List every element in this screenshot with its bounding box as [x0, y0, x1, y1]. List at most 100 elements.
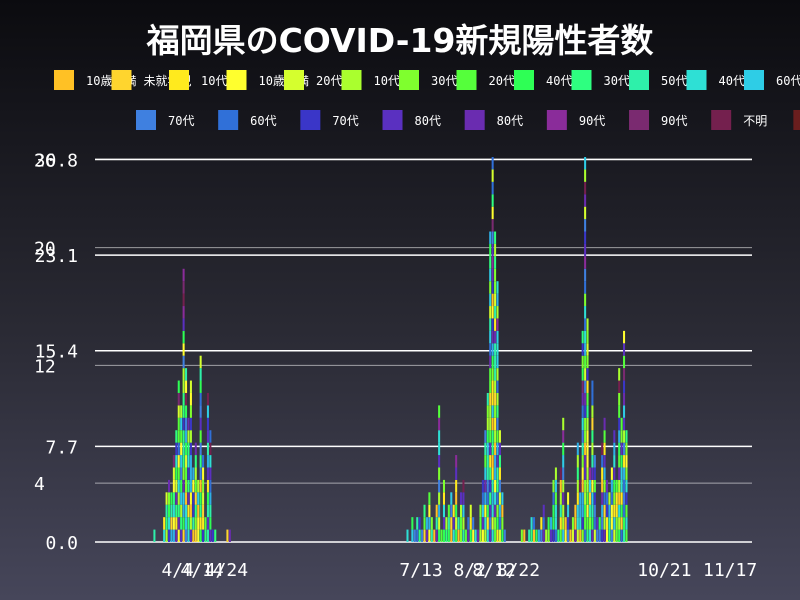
- bar-segment: [182, 405, 185, 418]
- bar-day: [418, 517, 421, 542]
- bar-segment: [189, 455, 192, 468]
- legend-swatch: [456, 70, 477, 90]
- bar-day: [194, 442, 197, 542]
- bar-segment: [428, 492, 431, 505]
- bar-segment: [484, 504, 487, 518]
- bar-segment: [494, 380, 497, 393]
- bar-segment: [189, 442, 192, 456]
- legend-swatch: [54, 70, 74, 90]
- bar-segment: [494, 293, 497, 307]
- bar-segment: [494, 504, 497, 518]
- bar-segment: [479, 529, 482, 542]
- bar-segment: [615, 517, 618, 530]
- legend-label: 20代: [316, 74, 342, 88]
- bar-segment: [598, 517, 601, 530]
- bar-day: [163, 517, 166, 542]
- legend-swatch: [136, 110, 156, 130]
- bar-segment: [206, 392, 209, 406]
- bar-day: [498, 430, 501, 542]
- bar-segment: [494, 467, 497, 480]
- bar-segment: [620, 492, 623, 505]
- bar-day: [455, 455, 458, 542]
- bar-day: [623, 330, 626, 542]
- bar-segment: [581, 467, 584, 480]
- bar-segment: [189, 405, 192, 418]
- bar-segment: [484, 430, 487, 443]
- bar-segment: [187, 455, 190, 468]
- bar-segment: [494, 442, 497, 456]
- bar-segment: [170, 504, 173, 518]
- bar-segment: [185, 467, 188, 480]
- bar-segment: [180, 417, 183, 431]
- bar-segment: [574, 529, 577, 542]
- bar-day: [547, 517, 550, 542]
- bar-segment: [559, 517, 562, 530]
- bar-day: [535, 529, 538, 542]
- bar-segment: [591, 430, 594, 443]
- bar-day: [571, 517, 574, 542]
- y-tick-label-secondary: 26: [34, 150, 56, 171]
- bar-segment: [209, 492, 212, 505]
- bar-day: [433, 529, 436, 542]
- bar-segment: [491, 529, 494, 542]
- bar-segment: [601, 455, 604, 468]
- bar-segment: [586, 504, 589, 518]
- bar-segment: [498, 529, 501, 542]
- bar-day: [153, 529, 156, 542]
- bar-segment: [528, 529, 531, 542]
- bar-day: [608, 492, 611, 542]
- bar-day: [204, 517, 207, 542]
- bar-segment: [498, 430, 501, 443]
- bar-segment: [496, 504, 499, 518]
- bar-segment: [197, 529, 200, 542]
- bar-segment: [211, 529, 214, 542]
- bar-segment: [494, 281, 497, 294]
- bar-segment: [554, 529, 557, 542]
- bar-segment: [613, 455, 616, 468]
- bar-segment: [491, 380, 494, 393]
- bar-segment: [182, 517, 185, 530]
- bar-day: [537, 529, 540, 542]
- bar-segment: [593, 529, 596, 542]
- bar-segment: [481, 529, 484, 542]
- bar-day: [586, 318, 589, 542]
- bar-segment: [187, 479, 190, 493]
- bar-segment: [494, 392, 497, 406]
- bar-day: [438, 405, 441, 542]
- bar-segment: [559, 504, 562, 518]
- bar-segment: [584, 256, 587, 269]
- bar-segment: [601, 504, 604, 518]
- bar-segment: [187, 442, 190, 456]
- bar-segment: [559, 479, 562, 493]
- bar-segment: [610, 504, 613, 518]
- bar-segment: [192, 467, 195, 480]
- bar-segment: [591, 467, 594, 480]
- bar-segment: [185, 442, 188, 456]
- bar-segment: [199, 405, 202, 418]
- bar-segment: [498, 467, 501, 480]
- bar-day: [554, 467, 557, 542]
- bar-segment: [175, 492, 178, 505]
- y-axis: 0.0 7.7 15.4 23.1 30.8 4 12 20 26: [34, 150, 78, 554]
- bar-segment: [202, 529, 205, 542]
- bar-segment: [438, 517, 441, 530]
- bar-segment: [206, 467, 209, 480]
- bar-segment: [494, 479, 497, 493]
- bar-day: [425, 517, 428, 542]
- bar-segment: [199, 455, 202, 468]
- bar-segment: [484, 455, 487, 468]
- bar-day: [593, 455, 596, 542]
- bar-segment: [613, 479, 616, 493]
- bar-segment: [199, 417, 202, 431]
- bar-day: [199, 355, 202, 542]
- bar-segment: [623, 492, 626, 505]
- bar-day: [168, 479, 171, 542]
- bar-segment: [535, 529, 538, 542]
- bar-segment: [172, 479, 175, 493]
- bar-segment: [199, 467, 202, 480]
- bar-day: [214, 529, 217, 542]
- bars: [153, 157, 628, 542]
- bar-segment: [586, 417, 589, 431]
- bar-segment: [591, 455, 594, 468]
- bar-segment: [168, 517, 171, 530]
